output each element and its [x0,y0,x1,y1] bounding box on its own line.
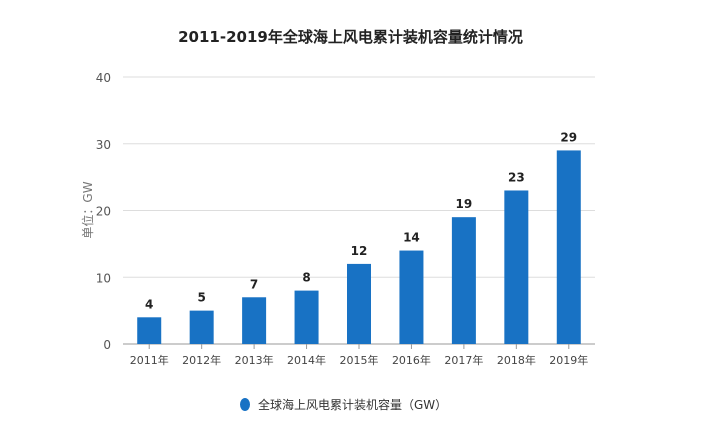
x-tick-label: 2017年 [444,353,483,367]
bar [556,150,581,344]
x-tick-label: 2012年 [182,353,221,367]
bar [242,297,267,344]
x-tick-label: 2013年 [235,353,274,367]
x-tick-label: 2015年 [340,353,379,367]
data-label: 7 [250,277,258,291]
data-label: 29 [560,130,577,144]
chart-title: 2011-2019年全球海上风电累计装机容量统计情况 [178,28,523,46]
data-label: 12 [351,244,368,258]
y-tick-label: 30 [96,138,111,152]
y-tick-label: 0 [103,338,111,352]
bar [399,250,424,344]
bar [451,217,476,344]
y-tick-label: 10 [96,271,111,285]
y-axis-label: 单位：GW [80,181,95,238]
data-label: 5 [197,291,205,305]
y-tick-label: 20 [96,205,111,219]
x-tick-label: 2016年 [392,353,431,367]
y-tick-label: 40 [96,71,111,85]
x-tick-label: 2011年 [130,353,169,367]
bar [504,190,529,344]
bar [137,317,162,344]
bar [347,263,371,344]
legend: 全球海上风电累计装机容量（GW） [240,396,447,413]
bar [294,290,319,344]
x-tick-label: 2014年 [287,353,326,367]
bar [189,310,214,344]
data-label: 23 [508,170,525,184]
data-label: 8 [302,271,310,285]
legend-marker-icon [240,398,250,411]
data-label: 19 [456,197,473,211]
x-tick-label: 2019年 [549,353,588,367]
x-tick-label: 2018年 [497,353,536,367]
data-label: 14 [403,231,420,245]
legend-label: 全球海上风电累计装机容量（GW） [258,398,448,412]
data-label: 4 [145,297,153,311]
